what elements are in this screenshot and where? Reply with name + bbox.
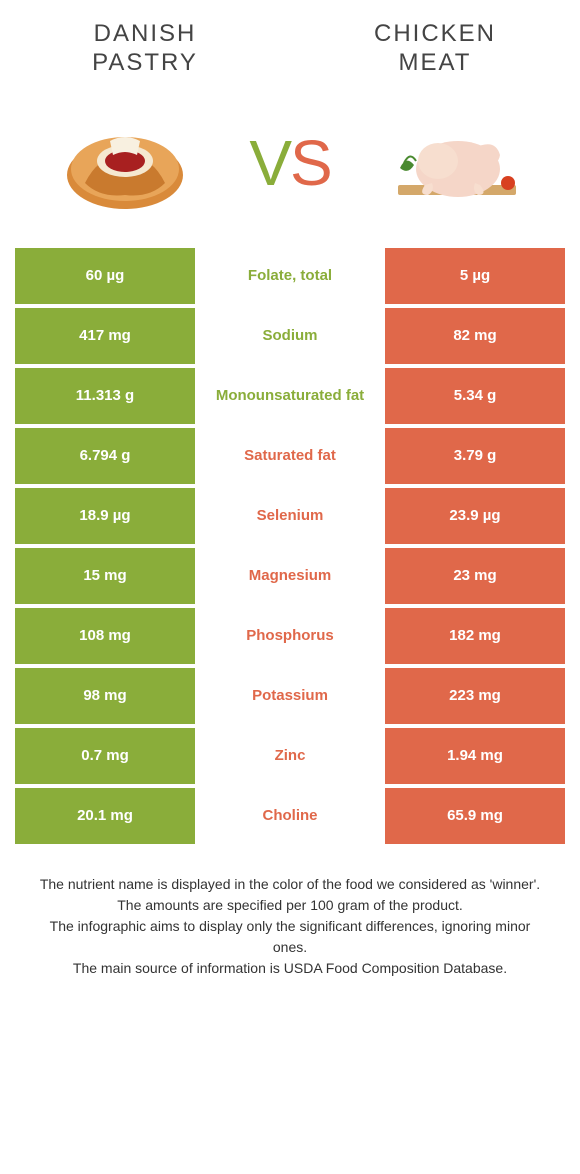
vs-label: VS	[249, 126, 330, 200]
nutrient-label: Potassium	[195, 668, 385, 724]
vs-s: S	[290, 127, 331, 199]
nutrient-label: Folate, total	[195, 248, 385, 304]
left-value: 108 mg	[15, 608, 195, 664]
nutrient-label: Saturated fat	[195, 428, 385, 484]
right-value: 3.79 g	[385, 428, 565, 484]
left-value: 60 µg	[15, 248, 195, 304]
nutrient-label: Magnesium	[195, 548, 385, 604]
right-value: 5.34 g	[385, 368, 565, 424]
danish-pastry-image	[45, 108, 205, 218]
comparison-table: 60 µgFolate, total5 µg417 mgSodium82 mg1…	[15, 248, 565, 844]
right-value: 65.9 mg	[385, 788, 565, 844]
table-row: 417 mgSodium82 mg	[15, 308, 565, 364]
nutrient-label: Zinc	[195, 728, 385, 784]
table-row: 15 mgMagnesium23 mg	[15, 548, 565, 604]
right-value: 5 µg	[385, 248, 565, 304]
footnote-line: The amounts are specified per 100 gram o…	[35, 895, 545, 916]
left-value: 18.9 µg	[15, 488, 195, 544]
infographic-container: Danish Pastry Chicken Meat VS	[0, 0, 580, 999]
left-value: 6.794 g	[15, 428, 195, 484]
left-value: 11.313 g	[15, 368, 195, 424]
footnote-line: The main source of information is USDA F…	[35, 958, 545, 979]
nutrient-label: Phosphorus	[195, 608, 385, 664]
left-value: 417 mg	[15, 308, 195, 364]
nutrient-label: Sodium	[195, 308, 385, 364]
right-value: 82 mg	[385, 308, 565, 364]
table-row: 18.9 µgSelenium23.9 µg	[15, 488, 565, 544]
footnotes: The nutrient name is displayed in the co…	[15, 874, 565, 979]
vs-v: V	[249, 127, 290, 199]
left-value: 15 mg	[15, 548, 195, 604]
images-row: VS	[15, 98, 565, 248]
nutrient-label: Choline	[195, 788, 385, 844]
left-value: 20.1 mg	[15, 788, 195, 844]
table-row: 98 mgPotassium223 mg	[15, 668, 565, 724]
table-row: 20.1 mgCholine65.9 mg	[15, 788, 565, 844]
right-value: 223 mg	[385, 668, 565, 724]
chicken-meat-image	[375, 108, 535, 218]
table-row: 6.794 gSaturated fat3.79 g	[15, 428, 565, 484]
right-value: 23.9 µg	[385, 488, 565, 544]
table-row: 108 mgPhosphorus182 mg	[15, 608, 565, 664]
footnote-line: The nutrient name is displayed in the co…	[35, 874, 545, 895]
nutrient-label: Monounsaturated fat	[195, 368, 385, 424]
left-value: 0.7 mg	[15, 728, 195, 784]
footnote-line: The infographic aims to display only the…	[35, 916, 545, 958]
right-value: 23 mg	[385, 548, 565, 604]
nutrient-label: Selenium	[195, 488, 385, 544]
table-row: 0.7 mgZinc1.94 mg	[15, 728, 565, 784]
right-value: 1.94 mg	[385, 728, 565, 784]
left-value: 98 mg	[15, 668, 195, 724]
right-food-title: Chicken Meat	[335, 20, 535, 78]
table-row: 60 µgFolate, total5 µg	[15, 248, 565, 304]
left-food-title: Danish Pastry	[45, 20, 245, 78]
right-value: 182 mg	[385, 608, 565, 664]
titles-row: Danish Pastry Chicken Meat	[15, 20, 565, 78]
table-row: 11.313 gMonounsaturated fat5.34 g	[15, 368, 565, 424]
